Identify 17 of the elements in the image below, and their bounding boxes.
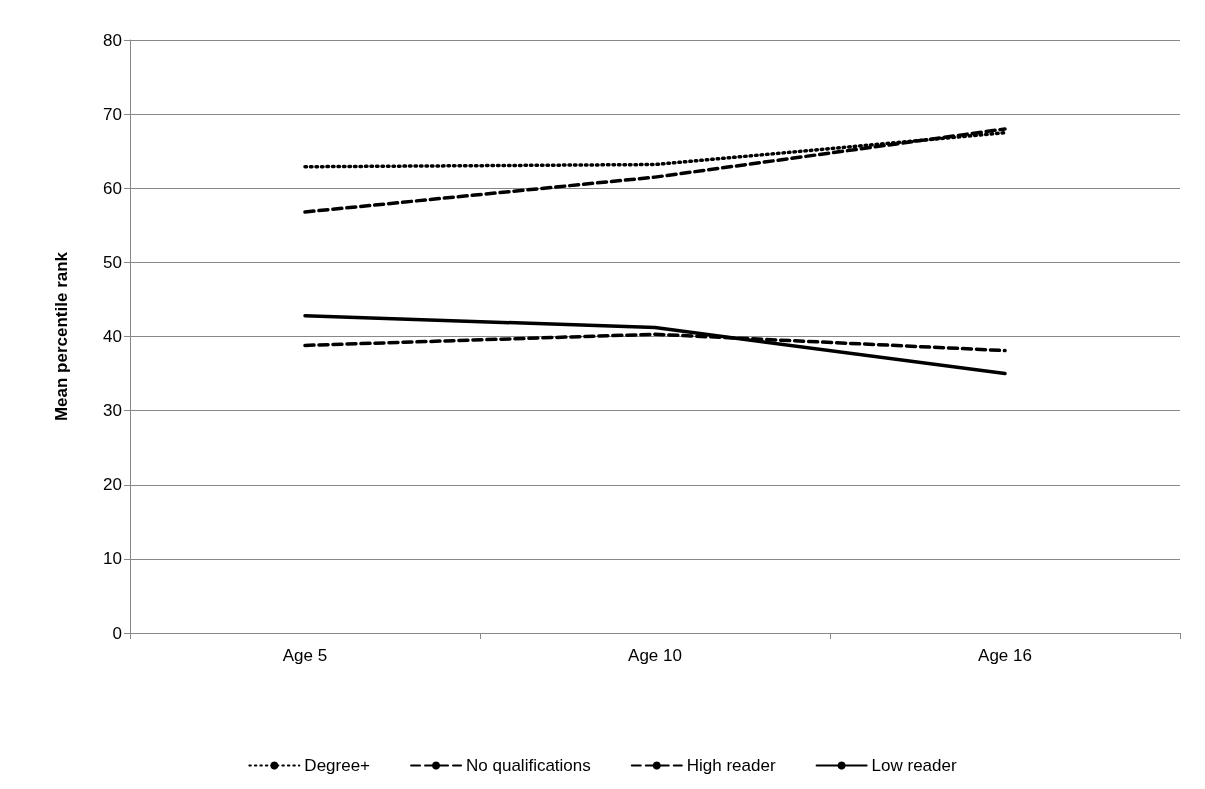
- x-tick-label: Age 5: [282, 646, 328, 665]
- y-tick-label: 80: [103, 30, 122, 50]
- y-tick-label: 40: [103, 327, 122, 346]
- y-tick-label: 20: [103, 475, 122, 495]
- y-tick-label: 30: [103, 401, 122, 421]
- legend-label: No qualifications: [466, 756, 591, 775]
- y-tick-label: 70: [103, 104, 122, 124]
- x-tick-label: Age 10: [628, 646, 682, 665]
- y-axis-title: Mean percentile rank: [52, 251, 71, 422]
- y-tick-label: 50: [103, 252, 122, 272]
- legend-label: Low reader: [871, 756, 957, 775]
- x-tick-label: Age 16: [978, 646, 1032, 665]
- y-tick-label: 60: [103, 178, 122, 198]
- legend-label: High reader: [686, 756, 776, 775]
- y-tick-label: 0: [112, 623, 122, 643]
- legend-label: Degree+: [304, 756, 371, 775]
- y-tick-label: 10: [103, 549, 122, 569]
